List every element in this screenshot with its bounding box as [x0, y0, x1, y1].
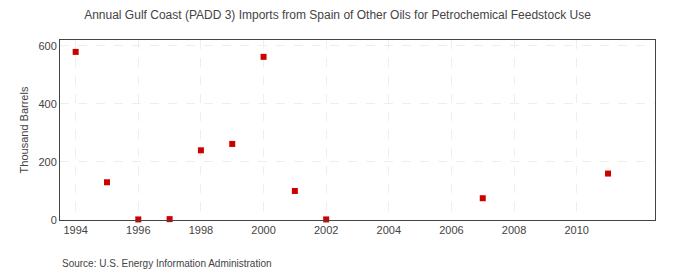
svg-text:2000: 2000 [251, 224, 275, 236]
svg-text:2004: 2004 [377, 224, 401, 236]
svg-text:200: 200 [38, 156, 56, 168]
svg-text:0: 0 [51, 214, 57, 226]
svg-text:2006: 2006 [439, 224, 463, 236]
svg-text:2008: 2008 [502, 224, 526, 236]
svg-text:2010: 2010 [564, 224, 588, 236]
svg-text:Source: U.S. Energy Informatio: Source: U.S. Energy Information Administ… [62, 258, 272, 269]
svg-text:600: 600 [38, 40, 56, 52]
svg-text:2002: 2002 [314, 224, 338, 236]
svg-text:400: 400 [38, 98, 56, 110]
svg-text:Thousand Barrels: Thousand Barrels [18, 86, 30, 173]
svg-text:Annual Gulf Coast (PADD 3) Imp: Annual Gulf Coast (PADD 3) Imports from … [84, 8, 591, 22]
svg-text:1996: 1996 [126, 224, 150, 236]
svg-text:1994: 1994 [63, 224, 87, 236]
svg-text:1998: 1998 [189, 224, 213, 236]
